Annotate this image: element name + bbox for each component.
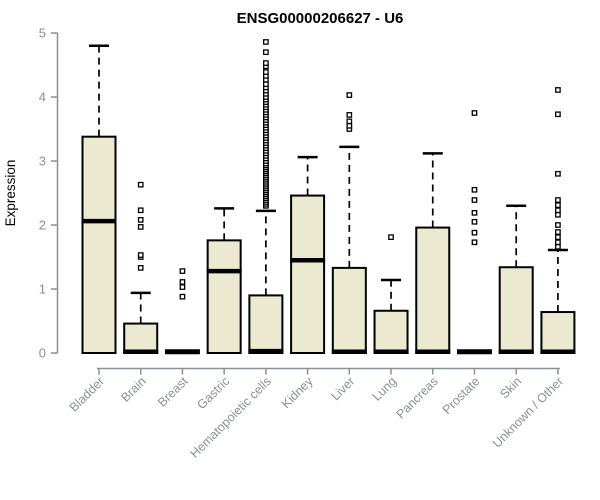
box-series [81, 39, 576, 355]
iqr-box [123, 322, 159, 354]
y-tick-label-4: 4 [39, 90, 46, 105]
y-tick-label-1: 1 [39, 282, 46, 297]
boxplot-kidney [290, 155, 326, 354]
y-axis-title: Expression [3, 160, 18, 227]
x-tick-label-breast: Breast [155, 374, 191, 410]
outlier-point [346, 112, 353, 118]
boxplot-breast [164, 268, 200, 355]
outlier-point [471, 110, 478, 116]
boxplot-prostate [456, 110, 492, 355]
outlier-point [555, 202, 561, 209]
outlier-point [555, 239, 561, 246]
y-tick-label-5: 5 [39, 26, 46, 41]
iqr-box [498, 266, 534, 354]
x-tick-label-pancreas: Pancreas [394, 374, 441, 421]
iqr-box [331, 266, 367, 355]
boxplot-unknown-other [540, 87, 576, 355]
outlier-point [263, 81, 269, 88]
outlier-point [263, 69, 269, 75]
outlier-point [555, 234, 561, 241]
outlier-point [388, 234, 394, 241]
outlier-point [471, 186, 478, 193]
iqr-box [290, 194, 326, 354]
iqr-box [248, 294, 284, 354]
outlier-point [346, 92, 353, 98]
x-tick-label-brain: Brain [118, 374, 149, 405]
iqr-box [373, 309, 409, 355]
outlier-point [346, 122, 353, 129]
x-tick-label-kidney: Kidney [279, 374, 316, 411]
x-tick-label-skin: Skin [497, 374, 524, 401]
x-tick-label-bladder: Bladder [67, 374, 107, 414]
outlier-point [555, 243, 561, 250]
boxplot-lung [373, 234, 409, 355]
iqr-box [81, 135, 117, 354]
y-tick-label-2: 2 [39, 218, 46, 233]
outlier-point [137, 217, 144, 223]
outlier-point [471, 209, 478, 216]
x-tick-label-prostate: Prostate [440, 374, 483, 417]
outlier-point [179, 293, 186, 300]
outlier-point [346, 118, 353, 125]
outlier-point [471, 229, 478, 236]
outlier-point [179, 284, 186, 290]
boxplot-hematopoietic-cells [248, 39, 284, 354]
x-tick-label-lung: Lung [370, 374, 400, 404]
outlier-point [555, 87, 561, 93]
x-tick-label-liver: Liver [328, 374, 357, 403]
outlier-point [263, 60, 269, 66]
boxplot-brain [123, 181, 159, 354]
outlier-point [555, 222, 561, 228]
chart-title: ENSG00000206627 - U6 [237, 10, 404, 27]
x-tick-label-gastric: Gastric [194, 374, 232, 412]
outlier-point [137, 181, 144, 188]
outlier-point [555, 111, 561, 118]
boxplot-pancreas [415, 152, 451, 354]
outlier-point [471, 218, 478, 225]
y-tick-label-0: 0 [39, 346, 46, 361]
outlier-point [263, 39, 269, 45]
outlier-point [555, 229, 561, 235]
outlier-point [555, 207, 561, 214]
outlier-point [555, 211, 561, 218]
outlier-point [471, 239, 478, 246]
x-tick-label-unknown-other: Unknown / Other [490, 374, 566, 450]
outlier-point [137, 224, 144, 230]
boxplot-skin [498, 204, 534, 354]
boxplot-gastric [206, 207, 242, 354]
outlier-point [263, 49, 269, 56]
outlier-point [179, 279, 186, 285]
outlier-point [555, 197, 561, 203]
outlier-point [137, 252, 144, 258]
iqr-box [540, 311, 576, 355]
x-tick-label-hematopoietic-cells: Hematopoietic cells [187, 374, 274, 461]
outlier-point [471, 197, 478, 203]
iqr-box [206, 239, 242, 354]
boxplot-liver [331, 92, 367, 355]
outlier-point [179, 268, 186, 274]
outlier-point [137, 207, 144, 214]
boxplot-bladder [81, 44, 117, 354]
outlier-point [555, 170, 561, 177]
y-tick-label-3: 3 [39, 154, 46, 169]
outlier-point [137, 265, 144, 271]
iqr-box [415, 226, 451, 354]
